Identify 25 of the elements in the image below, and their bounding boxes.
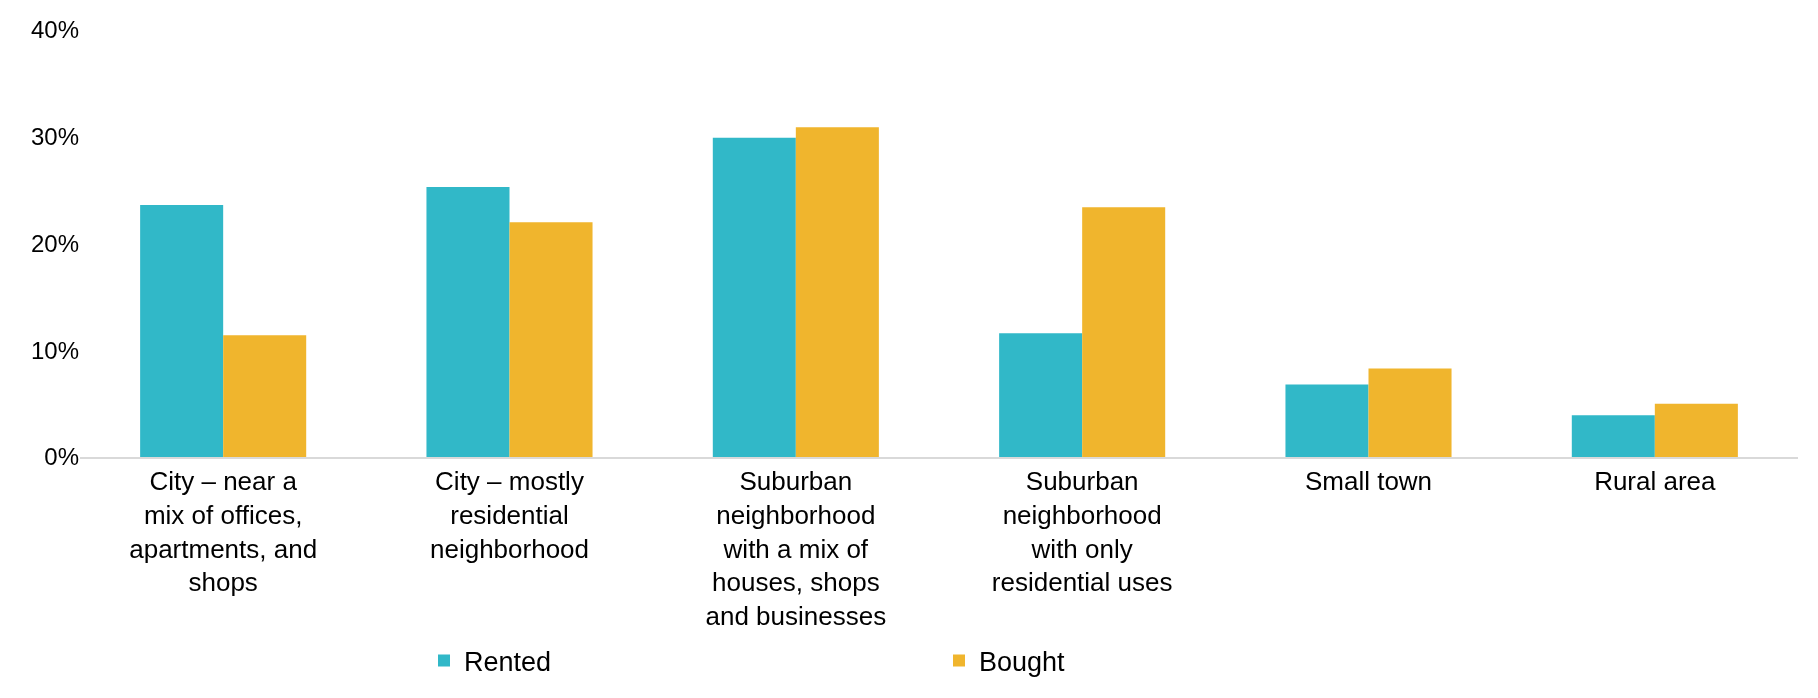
bar — [999, 333, 1083, 457]
bar — [1082, 207, 1166, 457]
bar — [223, 335, 307, 457]
bar — [1368, 368, 1452, 457]
legend-label: Bought — [979, 646, 1066, 677]
bar — [1285, 384, 1369, 457]
legend-label: Rented — [464, 646, 552, 677]
x-tick-label: City – near a mix of offices, apartments, and shops — [129, 465, 318, 598]
bar — [1654, 403, 1738, 457]
y-tick-label: 0% — [44, 443, 79, 471]
x-tick-label: City – mostly residential neighborhood — [429, 465, 590, 564]
x-tick-label: Suburban neighborhood with a mix of houses, shops and businesses — [705, 465, 887, 632]
y-tick-label: 20% — [30, 229, 79, 257]
bar — [795, 127, 879, 457]
x-tick-label: Suburban neighborhood with only residential uses — [991, 465, 1173, 598]
bar — [712, 137, 796, 457]
bar — [1571, 415, 1655, 457]
x-tick-label: Small town — [1304, 465, 1433, 496]
y-tick-label: 40% — [30, 16, 79, 44]
y-tick-label: 30% — [30, 123, 79, 151]
bar — [140, 205, 224, 457]
x-tick-label: Rural area — [1594, 465, 1717, 496]
bar — [426, 186, 510, 457]
y-tick-label: 10% — [30, 336, 79, 364]
bar — [509, 222, 593, 457]
